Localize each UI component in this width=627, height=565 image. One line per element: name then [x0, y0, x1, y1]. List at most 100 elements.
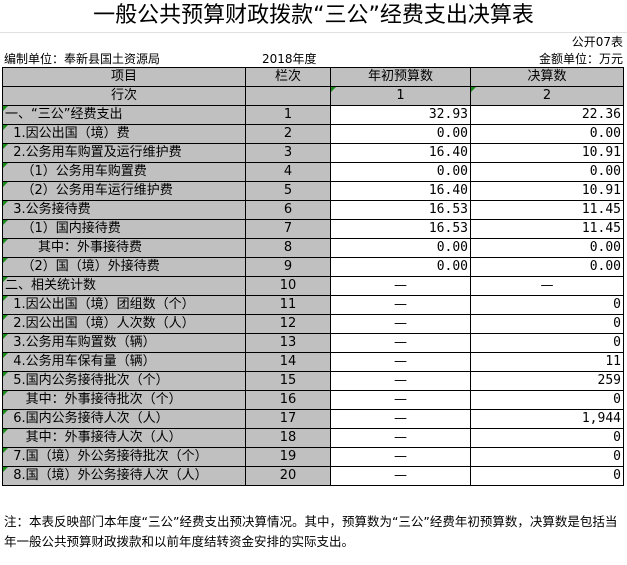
- table-row: 8.国（境）外公务接待人次（人） 20 — 0: [2, 466, 624, 486]
- row-item: （1）公务用车购置费: [2, 162, 246, 182]
- row-actual: 0: [470, 295, 624, 315]
- table-row: 1.因公出国（境）费 2 0.00 0.00: [2, 124, 624, 144]
- table-row: （2）公务用车运行维护费 5 16.40 10.91: [2, 181, 624, 201]
- row-number: 12: [245, 314, 331, 334]
- row-actual: 0: [470, 314, 624, 334]
- table-row: （1）公务用车购置费 4 0.00 0.00: [2, 162, 624, 182]
- row-budget: —: [330, 314, 471, 334]
- table-row: （2）国（境）外接待费 9 0.00 0.00: [2, 257, 624, 277]
- row-item: 7.国（境）外公务接待批次（个）: [2, 447, 246, 467]
- row-actual: 0: [470, 428, 624, 448]
- row-item: 其中：外事接待批次（个）: [2, 390, 246, 410]
- form-number: 公开07表: [571, 35, 623, 49]
- currency-unit: 金额单位：万元: [538, 52, 623, 66]
- row-actual: 22.36: [470, 105, 624, 125]
- row-budget: 0.00: [330, 162, 471, 182]
- header-budget: 年初预算数: [330, 67, 471, 87]
- row-item: 8.国（境）外公务接待人次（人）: [2, 466, 246, 486]
- row-number: 3: [245, 143, 331, 163]
- header-row: 项目 栏次 年初预算数 决算数: [2, 67, 624, 87]
- row-actual: 0.00: [470, 257, 624, 277]
- row-actual: 10.91: [470, 143, 624, 163]
- table-row: 6.国内公务接待人次（人） 17 — 1,944: [2, 409, 624, 429]
- row-item: 2.因公出国（境）人次数（人）: [2, 314, 246, 334]
- table-row: 二、相关统计数 10 — —: [2, 276, 624, 296]
- row-budget: —: [330, 447, 471, 467]
- row-budget: —: [330, 276, 471, 296]
- table-row: 其中：外事接待批次（个） 16 — 0: [2, 390, 624, 410]
- row-budget: —: [330, 428, 471, 448]
- table-row: 其中：外事接待人次（人） 18 — 0: [2, 428, 624, 448]
- row-actual: 0: [470, 390, 624, 410]
- row-budget: —: [330, 466, 471, 486]
- row-number: 7: [245, 219, 331, 239]
- row-actual: 0: [470, 447, 624, 467]
- row-actual: 11: [470, 352, 624, 372]
- page-title: 一般公共预算财政拨款“三公”经费支出决算表: [0, 0, 627, 33]
- row-budget: —: [330, 390, 471, 410]
- row-number: 18: [245, 428, 331, 448]
- row-actual: 10.91: [470, 181, 624, 201]
- row-actual: 259: [470, 371, 624, 391]
- row-item: （2）公务用车运行维护费: [2, 181, 246, 201]
- row-budget: 16.40: [330, 181, 471, 201]
- table-row: 2.因公出国（境）人次数（人） 12 — 0: [2, 314, 624, 334]
- row-item: 3.公务用车购置数（辆）: [2, 333, 246, 353]
- header-actual: 决算数: [470, 67, 624, 87]
- row-number: 19: [245, 447, 331, 467]
- row-budget: —: [330, 409, 471, 429]
- row-item: 1.因公出国（境）团组数（个）: [2, 295, 246, 315]
- row-budget: —: [330, 371, 471, 391]
- row-budget: 16.53: [330, 219, 471, 239]
- row-number: 14: [245, 352, 331, 372]
- row-budget: —: [330, 295, 471, 315]
- row-item: 其中：外事接待费: [2, 238, 246, 258]
- row-budget: 0.00: [330, 257, 471, 277]
- table-row: 3.公务用车购置数（辆） 13 — 0: [2, 333, 624, 353]
- row-item: 2.公务用车购置及运行维护费: [2, 143, 246, 163]
- row-budget: —: [330, 352, 471, 372]
- table-row: 7.国（境）外公务接待批次（个） 19 — 0: [2, 447, 624, 467]
- table-row: 2.公务用车购置及运行维护费 3 16.40 10.91: [2, 143, 624, 163]
- row-item: 其中：外事接待人次（人）: [2, 428, 246, 448]
- row-budget: 0.00: [330, 238, 471, 258]
- row-item: （1）国内接待费: [2, 219, 246, 239]
- row-item: 4.公务用车保有量（辆）: [2, 352, 246, 372]
- row-actual: 0: [470, 466, 624, 486]
- index-col: [245, 86, 331, 106]
- index-label: 行次: [2, 86, 246, 106]
- row-number: 11: [245, 295, 331, 315]
- row-number: 17: [245, 409, 331, 429]
- row-actual: 11.45: [470, 200, 624, 220]
- row-number: 9: [245, 257, 331, 277]
- index-actual: 2: [470, 86, 624, 106]
- table-row: （1）国内接待费 7 16.53 11.45: [2, 219, 624, 239]
- row-number: 6: [245, 200, 331, 220]
- row-actual: 0.00: [470, 162, 624, 182]
- table-row: 3.公务接待费 6 16.53 11.45: [2, 200, 624, 220]
- row-item: 二、相关统计数: [2, 276, 246, 296]
- row-number: 15: [245, 371, 331, 391]
- row-item: 1.因公出国（境）费: [2, 124, 246, 144]
- table-row: 4.公务用车保有量（辆） 14 — 11: [2, 352, 624, 372]
- row-budget: 16.53: [330, 200, 471, 220]
- footnote: 注：本表反映部门本年度“三公”经费支出预决算情况。其中，预算数为“三公”经费年初…: [4, 514, 618, 549]
- row-number: 1: [245, 105, 331, 125]
- row-item: 3.公务接待费: [2, 200, 246, 220]
- row-actual: 11.45: [470, 219, 624, 239]
- index-row: 行次 1 2: [2, 86, 624, 106]
- header-item: 项目: [2, 67, 246, 87]
- row-number: 5: [245, 181, 331, 201]
- row-budget: 0.00: [330, 124, 471, 144]
- row-budget: —: [330, 333, 471, 353]
- row-actual: 0.00: [470, 238, 624, 258]
- row-actual: 1,944: [470, 409, 624, 429]
- table-row: 1.因公出国（境）团组数（个） 11 — 0: [2, 295, 624, 315]
- row-item: 6.国内公务接待人次（人）: [2, 409, 246, 429]
- row-actual: 0.00: [470, 124, 624, 144]
- row-item: 5.国内公务接待批次（个）: [2, 371, 246, 391]
- row-number: 20: [245, 466, 331, 486]
- row-number: 13: [245, 333, 331, 353]
- expense-table: 项目 栏次 年初预算数 决算数 行次 1 2 一、“三公”经费支出 1 32.9…: [2, 67, 624, 486]
- row-number: 2: [245, 124, 331, 144]
